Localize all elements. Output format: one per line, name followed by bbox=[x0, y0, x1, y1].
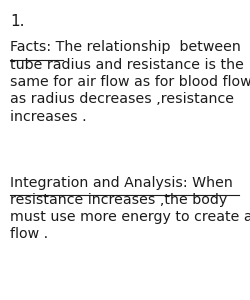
Text: Facts: The relationship  between
tube radius and resistance is the
same for air : Facts: The relationship between tube rad… bbox=[10, 40, 250, 124]
Text: 1.: 1. bbox=[10, 14, 24, 28]
Text: Integration and Analysis: When
resistance increases ,the body
must use more ener: Integration and Analysis: When resistanc… bbox=[10, 176, 250, 242]
Text: Integration and Analysis:: Integration and Analysis: bbox=[10, 176, 188, 190]
Text: Facts:: Facts: bbox=[10, 40, 51, 55]
